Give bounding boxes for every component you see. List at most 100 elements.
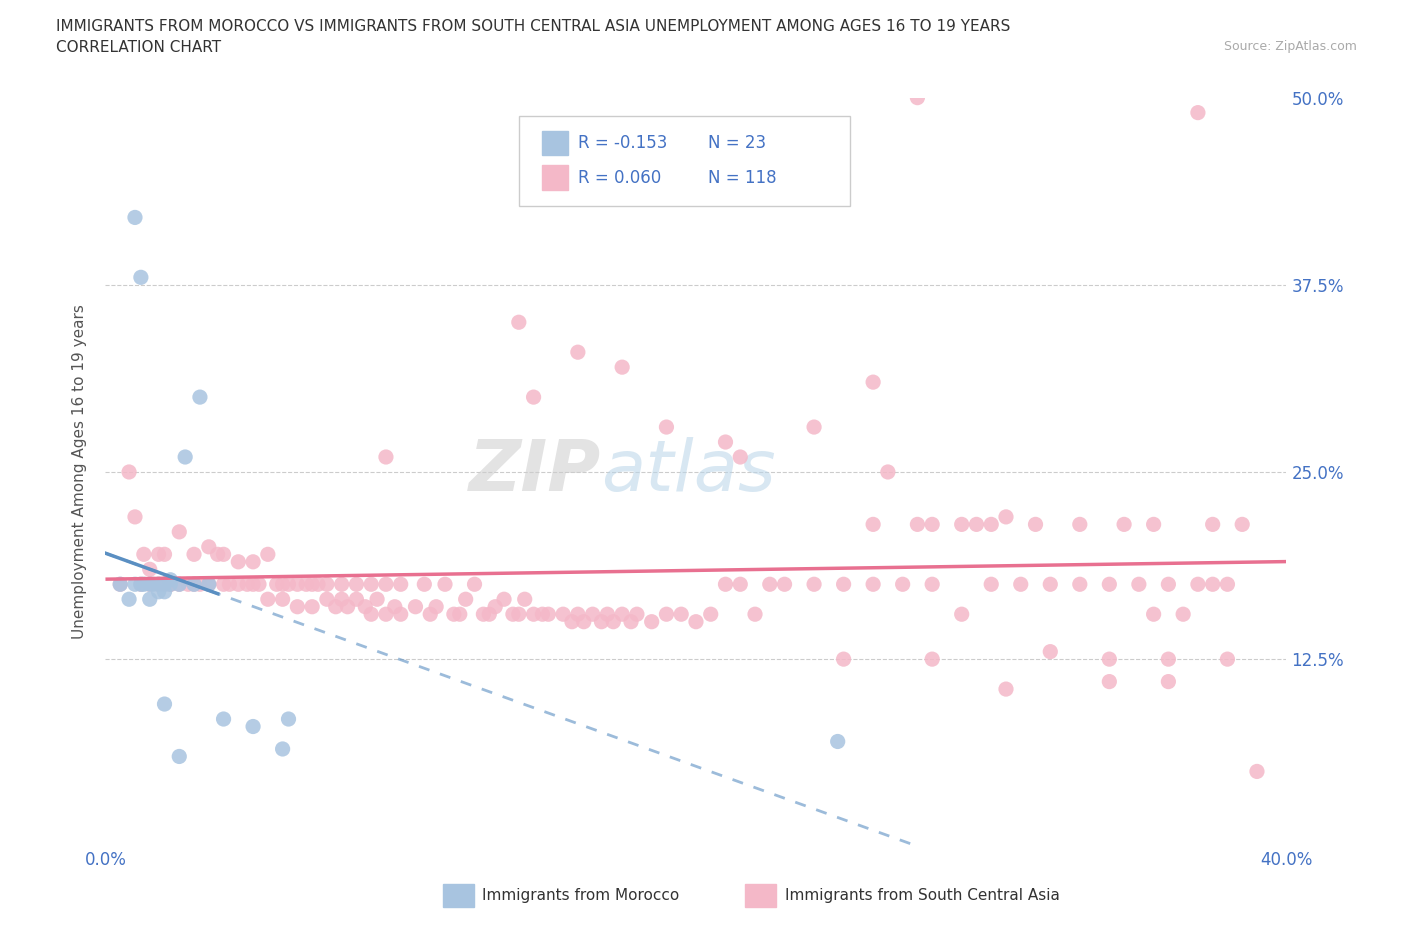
Point bbox=[360, 577, 382, 591]
Point bbox=[384, 599, 406, 614]
Point bbox=[610, 360, 633, 375]
Point bbox=[169, 577, 191, 591]
Point bbox=[325, 599, 347, 614]
Point bbox=[360, 606, 382, 621]
Point bbox=[183, 547, 205, 562]
Point bbox=[1039, 644, 1062, 659]
Point bbox=[602, 615, 624, 630]
Point bbox=[169, 525, 191, 539]
Point bbox=[129, 577, 152, 591]
Point bbox=[389, 577, 412, 591]
Point bbox=[277, 711, 299, 726]
Point bbox=[118, 591, 141, 606]
Point bbox=[413, 577, 436, 591]
Point bbox=[1143, 517, 1166, 532]
Point bbox=[685, 615, 707, 630]
Point bbox=[464, 577, 486, 591]
Text: ZIP: ZIP bbox=[470, 437, 602, 507]
Point bbox=[301, 577, 323, 591]
Point bbox=[374, 577, 398, 591]
Point bbox=[301, 599, 323, 614]
Point bbox=[159, 572, 181, 587]
Point bbox=[950, 606, 973, 621]
Point bbox=[183, 577, 205, 591]
Point bbox=[425, 599, 447, 614]
Text: N = 118: N = 118 bbox=[707, 168, 776, 187]
Point bbox=[132, 547, 155, 562]
Point bbox=[655, 606, 678, 621]
Point bbox=[169, 577, 191, 591]
Text: Source: ZipAtlas.com: Source: ZipAtlas.com bbox=[1223, 40, 1357, 53]
Point bbox=[1098, 674, 1121, 689]
Point bbox=[295, 577, 318, 591]
Point bbox=[354, 599, 377, 614]
Point bbox=[454, 591, 477, 606]
Point bbox=[330, 577, 353, 591]
Point bbox=[1187, 105, 1209, 120]
Point bbox=[832, 577, 855, 591]
Point bbox=[1098, 652, 1121, 667]
Point bbox=[523, 606, 546, 621]
Point bbox=[1157, 674, 1180, 689]
Point bbox=[591, 615, 613, 630]
Point bbox=[138, 577, 162, 591]
Point bbox=[132, 577, 155, 591]
Point bbox=[714, 434, 737, 449]
Point bbox=[346, 577, 368, 591]
Point bbox=[169, 749, 191, 764]
Point bbox=[596, 606, 619, 621]
Point bbox=[551, 606, 574, 621]
Point bbox=[138, 577, 162, 591]
Point bbox=[346, 591, 368, 606]
Point bbox=[287, 577, 309, 591]
Point bbox=[207, 547, 229, 562]
Text: R = -0.153: R = -0.153 bbox=[578, 134, 668, 153]
Point bbox=[153, 584, 176, 599]
Point bbox=[502, 606, 524, 621]
Point bbox=[148, 577, 170, 591]
Point bbox=[405, 599, 427, 614]
Point bbox=[773, 577, 796, 591]
Point bbox=[148, 577, 170, 591]
Bar bbox=[543, 165, 568, 190]
Point bbox=[699, 606, 723, 621]
Point bbox=[419, 606, 441, 621]
Point bbox=[153, 577, 176, 591]
Text: CORRELATION CHART: CORRELATION CHART bbox=[56, 40, 221, 55]
Point bbox=[366, 591, 388, 606]
Point bbox=[827, 734, 849, 749]
Point bbox=[508, 606, 530, 621]
Point bbox=[537, 606, 560, 621]
Point bbox=[862, 375, 884, 390]
Point bbox=[832, 652, 855, 667]
Point bbox=[803, 577, 825, 591]
Point bbox=[212, 547, 235, 562]
Point bbox=[218, 577, 240, 591]
Point bbox=[197, 577, 219, 591]
Point bbox=[492, 591, 515, 606]
Point bbox=[159, 577, 181, 591]
Point bbox=[197, 577, 219, 591]
Point bbox=[159, 577, 181, 591]
Point bbox=[1171, 606, 1194, 621]
Point bbox=[730, 577, 752, 591]
Point bbox=[759, 577, 782, 591]
Point bbox=[138, 591, 162, 606]
Point bbox=[142, 577, 165, 591]
Point bbox=[315, 577, 337, 591]
Point bbox=[124, 510, 146, 525]
Point bbox=[228, 577, 250, 591]
Point bbox=[197, 539, 219, 554]
Point bbox=[921, 577, 943, 591]
Point bbox=[148, 547, 170, 562]
Text: IMMIGRANTS FROM MOROCCO VS IMMIGRANTS FROM SOUTH CENTRAL ASIA UNEMPLOYMENT AMONG: IMMIGRANTS FROM MOROCCO VS IMMIGRANTS FR… bbox=[56, 19, 1011, 33]
Point bbox=[148, 584, 170, 599]
Point bbox=[257, 547, 280, 562]
Point bbox=[1246, 764, 1268, 779]
Point bbox=[257, 591, 280, 606]
Point bbox=[124, 210, 146, 225]
Point bbox=[247, 577, 270, 591]
Point bbox=[572, 615, 595, 630]
FancyBboxPatch shape bbox=[519, 116, 849, 206]
Point bbox=[174, 449, 197, 464]
